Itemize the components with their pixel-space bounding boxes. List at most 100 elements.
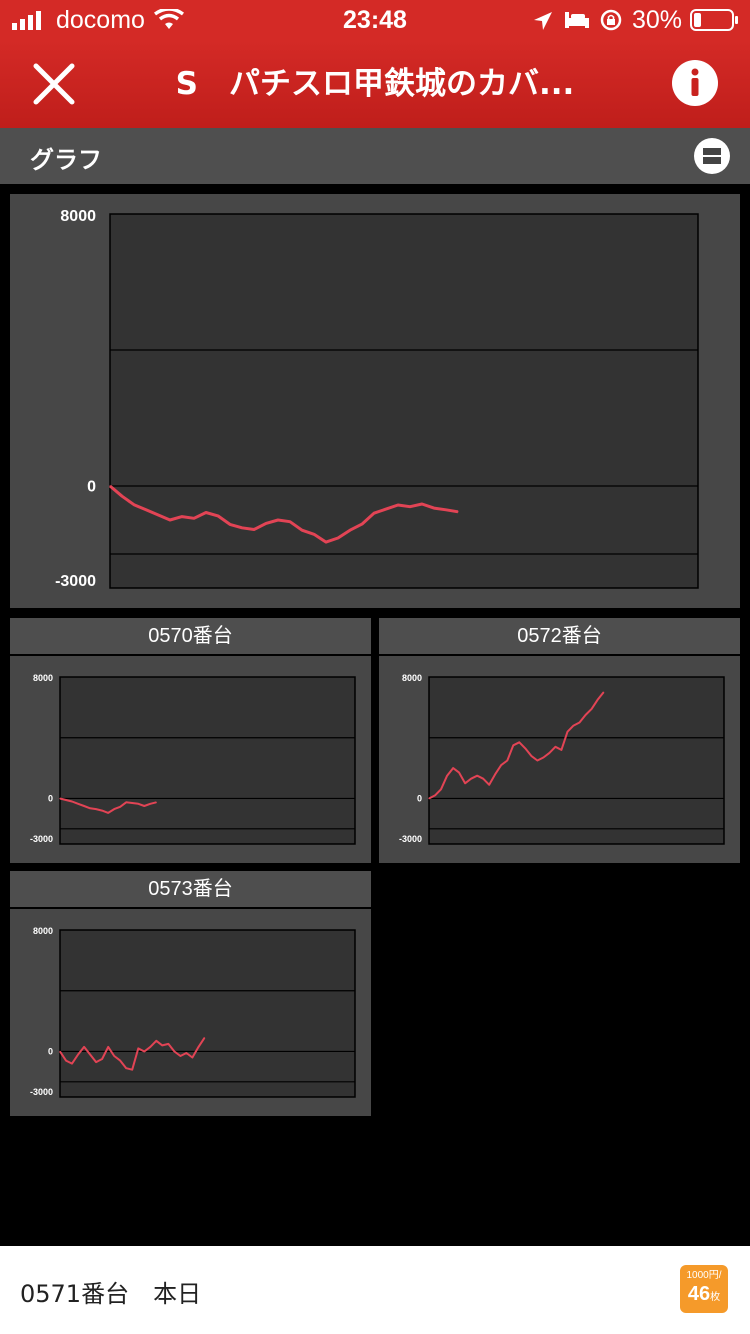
rotation-lock-icon xyxy=(600,9,622,31)
data-point xyxy=(301,529,303,531)
main-chart-panel: 8000 0 -3000 xyxy=(10,194,740,608)
data-point xyxy=(203,1037,206,1039)
battery-percent: 30% xyxy=(631,6,682,34)
data-point xyxy=(119,806,121,808)
data-point xyxy=(65,799,67,801)
rate-badge: 1000円/ 46枚 xyxy=(680,1265,728,1313)
data-point xyxy=(137,803,139,805)
chart-header-0573[interactable]: 0573番台 xyxy=(10,871,371,907)
plot-area xyxy=(109,213,699,589)
data-point xyxy=(397,504,399,506)
data-point xyxy=(131,1069,133,1071)
bottom-bar[interactable]: 0571番台 本日 xyxy=(0,1246,750,1334)
data-point xyxy=(167,1043,169,1045)
data-point xyxy=(241,527,243,529)
data-point xyxy=(65,1060,67,1062)
plot-area xyxy=(59,676,356,845)
y-tick-label: 0 xyxy=(87,479,96,496)
chart-panel-0570[interactable]: 8000 0 -3000 xyxy=(10,656,371,863)
data-point xyxy=(458,772,460,774)
data-point xyxy=(149,1046,151,1048)
y-tick-label: 0 xyxy=(417,794,422,804)
chart-0570: 8000 0 -3000 xyxy=(30,673,356,845)
data-point xyxy=(95,1061,97,1063)
y-tick-label: -3000 xyxy=(55,573,96,590)
data-point xyxy=(101,810,103,812)
data-point xyxy=(197,1046,200,1048)
wifi-icon xyxy=(154,9,184,29)
data-point xyxy=(457,511,459,513)
data-point xyxy=(566,731,569,733)
info-button[interactable] xyxy=(672,60,718,106)
data-point xyxy=(131,802,133,804)
location-arrow-icon xyxy=(534,12,552,30)
nav-bar: S パチスロ甲鉄城のカバ... xyxy=(0,40,750,128)
data-point xyxy=(482,778,484,780)
data-point xyxy=(361,523,363,525)
chart-panel-0573[interactable]: 8000 0 -3000 xyxy=(10,909,371,1116)
data-point xyxy=(433,507,435,509)
data-point xyxy=(440,788,442,790)
plot-area xyxy=(428,676,725,845)
rate-badge-unit: 枚 xyxy=(710,1292,721,1303)
data-point xyxy=(554,746,556,748)
data-point xyxy=(542,756,544,759)
data-point xyxy=(205,511,207,514)
data-point xyxy=(157,514,159,516)
data-point xyxy=(265,522,267,524)
data-point xyxy=(185,1052,187,1054)
data-point xyxy=(349,529,351,531)
data-point xyxy=(155,801,157,803)
data-point xyxy=(125,801,127,803)
data-point xyxy=(145,509,147,511)
data-point xyxy=(181,516,183,518)
data-point xyxy=(560,749,562,751)
data-point xyxy=(71,800,73,803)
data-point xyxy=(137,1047,139,1049)
y-tick-label: 8000 xyxy=(33,926,53,936)
layout-toggle-icon xyxy=(703,148,721,164)
data-point xyxy=(193,517,195,519)
chart-header-0572[interactable]: 0572番台 xyxy=(379,618,740,654)
data-point xyxy=(584,714,587,716)
chart-0572: 8000 0 -3000 xyxy=(399,673,725,845)
data-point xyxy=(434,794,436,796)
data-point xyxy=(373,512,375,514)
data-point xyxy=(446,775,448,777)
data-point xyxy=(578,721,581,724)
layout-toggle-button[interactable] xyxy=(694,138,730,174)
clock: 23:48 xyxy=(343,6,407,34)
close-button[interactable] xyxy=(24,54,84,114)
signal-icon xyxy=(12,11,41,30)
data-point xyxy=(179,1055,181,1057)
series-line xyxy=(428,691,605,800)
data-point xyxy=(59,1050,61,1053)
data-point xyxy=(173,1050,175,1053)
data-point xyxy=(119,1060,121,1062)
data-point xyxy=(452,767,454,769)
data-point xyxy=(143,805,145,807)
data-point xyxy=(409,506,411,508)
data-point xyxy=(83,805,85,807)
data-point xyxy=(337,537,339,539)
data-point xyxy=(428,797,430,800)
section-title: グラフ xyxy=(30,146,102,174)
data-point xyxy=(476,775,478,777)
data-point xyxy=(125,1067,127,1069)
data-point xyxy=(597,699,599,701)
chart-panel-0572[interactable]: 8000 0 -3000 xyxy=(379,656,740,863)
data-point xyxy=(77,1053,79,1056)
data-point xyxy=(524,747,526,749)
data-point xyxy=(548,752,550,754)
data-point xyxy=(494,773,496,775)
plot-area xyxy=(59,929,356,1098)
close-icon xyxy=(33,63,75,105)
data-point xyxy=(572,725,575,727)
data-point xyxy=(143,1050,145,1053)
status-bar: docomo 23:48 30% xyxy=(0,0,750,40)
data-point xyxy=(591,708,593,710)
data-point xyxy=(161,1044,163,1046)
chart-header-0570[interactable]: 0570番台 xyxy=(10,618,371,654)
data-point xyxy=(133,504,135,506)
data-point xyxy=(445,509,447,511)
